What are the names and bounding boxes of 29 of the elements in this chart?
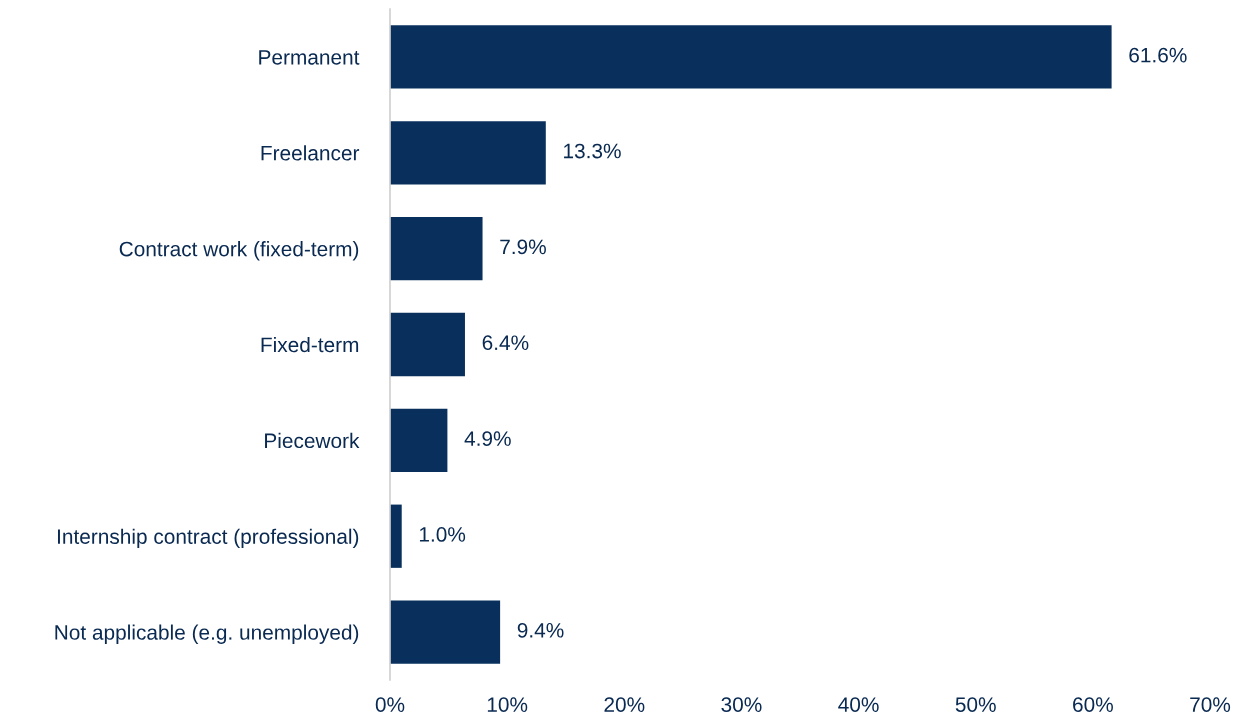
x-tick-label: 20% [604,697,645,712]
y-tick-label: Piecework [265,432,360,449]
data-label: 9.4% [517,622,564,638]
data-label: 13.3% [564,143,621,159]
bar [390,121,546,185]
data-label: 1.0% [419,527,466,542]
y-tick-label: Internship contract (professional) [58,528,359,549]
x-tick-label: 30% [721,697,762,712]
data-label: 4.9% [464,431,511,446]
bar [390,504,402,568]
x-tick-label: 10% [487,697,528,712]
data-label: 7.9% [500,239,546,255]
y-tick-label: Contract work (fixed-term) [119,241,359,261]
y-tick-label: Freelancer [261,145,360,161]
y-tick-label: Not applicable (e.g. unemployed) [55,624,359,644]
bar [390,312,465,377]
bar [390,408,448,472]
x-tick-label: 60% [1073,697,1113,712]
x-tick-label: 70% [1190,697,1231,712]
x-tick-label: 50% [955,697,996,712]
bar [390,217,483,281]
data-label: 61.6% [1129,47,1187,63]
bar [390,25,1112,89]
x-tick-label: 0% [375,697,405,712]
data-label: 6.4% [482,335,529,351]
y-tick-label: Permanent [259,50,360,65]
y-tick-label: Fixed-term [261,336,359,353]
bar [390,600,501,664]
x-tick-label: 40% [838,697,879,712]
